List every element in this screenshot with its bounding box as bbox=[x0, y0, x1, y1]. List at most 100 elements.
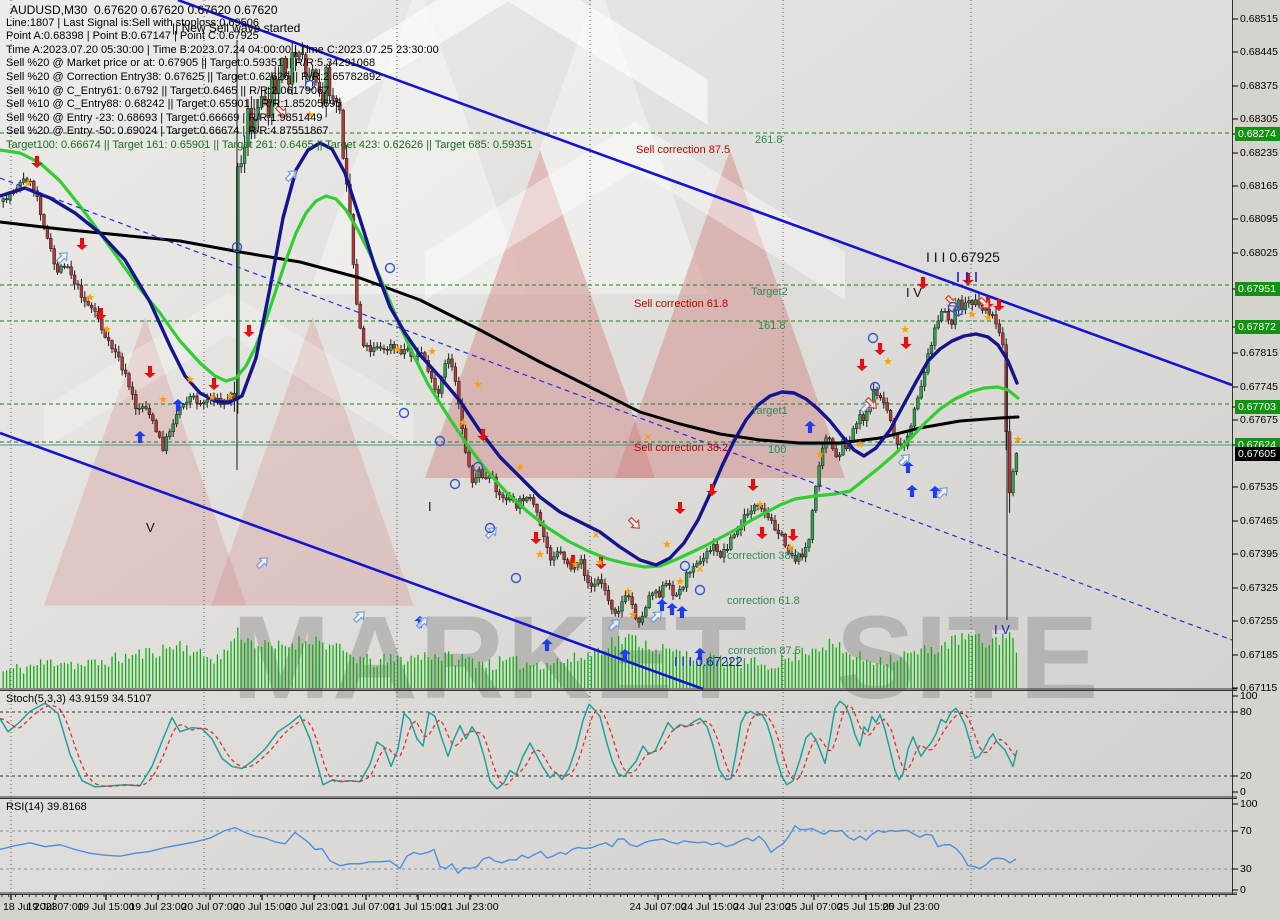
time-axis-label: 25 Jul 07:00 bbox=[785, 901, 843, 913]
signal-info-line: Sell %20 @ Entry -50: 0.69024 | Target:0… bbox=[6, 125, 329, 138]
svg-text:★: ★ bbox=[662, 539, 672, 551]
elliott-wave-label: V bbox=[146, 520, 155, 535]
price-axis-tick: 0.67815 bbox=[1240, 347, 1278, 359]
trend-channel-midline bbox=[0, 177, 1233, 641]
signal-info-line: Sell %20 @ Entry -23: 0.68693 | Target:0… bbox=[6, 111, 323, 124]
fib-target-label: 100 bbox=[768, 444, 787, 456]
svg-text:★: ★ bbox=[102, 324, 112, 336]
svg-text:★: ★ bbox=[855, 439, 865, 451]
oscillator-axis-tick: 100 bbox=[1240, 690, 1258, 702]
current-price-badge: 0.67605 bbox=[1235, 447, 1280, 461]
svg-text:★: ★ bbox=[595, 557, 605, 569]
signal-info-line: Line:1807 | Last Signal is:Sell with sto… bbox=[6, 16, 259, 29]
svg-text:★: ★ bbox=[815, 449, 825, 461]
signal-info-line: Sell %20 @ Market price or at: 0.67905 |… bbox=[6, 57, 376, 70]
svg-text:★: ★ bbox=[515, 462, 525, 474]
sell-correction-label: Sell correction 61.8 bbox=[634, 298, 729, 310]
oscillator-axis-tick: 0 bbox=[1240, 884, 1246, 896]
price-axis-tick: 0.67675 bbox=[1240, 414, 1278, 426]
fib-target-label: Target1 bbox=[751, 405, 788, 417]
svg-text:★: ★ bbox=[158, 394, 168, 406]
oscillator-axis-tick: 20 bbox=[1240, 770, 1252, 782]
price-axis-tick: 0.67535 bbox=[1240, 481, 1278, 493]
price-axis-tick: 0.67745 bbox=[1240, 381, 1278, 393]
svg-text:★: ★ bbox=[23, 178, 33, 190]
price-level-badge: 0.67703 bbox=[1235, 400, 1280, 414]
elliott-wave-label: I V bbox=[906, 285, 922, 300]
fib-target-label: correction 61.8 bbox=[727, 595, 800, 607]
svg-text:★: ★ bbox=[305, 109, 315, 121]
targets-summary-line: Target100: 0.66674 || Target 161: 0.6590… bbox=[6, 139, 533, 151]
fib-target-label: Target2 bbox=[751, 286, 788, 298]
price-axis-tick: 0.68515 bbox=[1240, 13, 1278, 25]
time-axis-label: 19 Jul 23:00 bbox=[129, 901, 187, 913]
fib-target-label: correction 87.5 bbox=[728, 645, 801, 657]
time-axis-label: 21 Jul 23:00 bbox=[441, 901, 499, 913]
fib-target-label: correction 38.2 bbox=[727, 550, 800, 562]
ma-medium-line bbox=[0, 148, 1020, 569]
signal-info-line: Time A:2023.07.20 05:30:00 | Time B:2023… bbox=[6, 43, 439, 56]
sell-correction-label: Sell correction 87.5 bbox=[636, 144, 731, 156]
oscillator-axis-tick: 30 bbox=[1240, 863, 1252, 875]
time-axis-label: 24 Jul 23:00 bbox=[733, 901, 791, 913]
price-axis-tick: 0.68375 bbox=[1240, 80, 1278, 92]
svg-text:★: ★ bbox=[900, 324, 910, 336]
price-level-badge: 0.68274 bbox=[1235, 127, 1280, 141]
rsi-indicator-label: RSI(14) 39.8168 bbox=[6, 801, 87, 813]
price-axis-tick: 0.68235 bbox=[1240, 147, 1278, 159]
price-axis-tick: 0.67185 bbox=[1240, 649, 1278, 661]
price-axis-tick: 0.68095 bbox=[1240, 213, 1278, 225]
svg-text:★: ★ bbox=[755, 499, 765, 511]
elliott-wave-label-blue: I V bbox=[994, 622, 1010, 637]
svg-text:×: × bbox=[644, 430, 651, 444]
oscillator-axis-tick: 80 bbox=[1240, 706, 1252, 718]
price-axis-tick: 0.67115 bbox=[1240, 682, 1278, 694]
trend-channel-line bbox=[177, 0, 1233, 387]
time-axis-label: 21 Jul 07:00 bbox=[337, 901, 395, 913]
watermark-text-site: SITE bbox=[836, 592, 1098, 724]
svg-text:★: ★ bbox=[983, 312, 993, 324]
time-axis-label: 24 Jul 15:00 bbox=[681, 901, 739, 913]
signal-info-line: Point A:0.68398 | Point B:0.67147 | Poin… bbox=[6, 30, 259, 43]
time-axis-label: 20 Jul 23:00 bbox=[285, 901, 343, 913]
svg-text:★: ★ bbox=[458, 417, 468, 429]
oscillator-axis-tick: 70 bbox=[1240, 825, 1252, 837]
price-axis-tick: 0.67325 bbox=[1240, 582, 1278, 594]
time-axis-label: 20 Jul 07:00 bbox=[181, 901, 239, 913]
price-level-badge: 0.67872 bbox=[1235, 320, 1280, 334]
time-axis-label: 25 Jul 15:00 bbox=[837, 901, 895, 913]
svg-text:★: ★ bbox=[623, 586, 633, 598]
time-axis-label: 19 Jul 07:00 bbox=[26, 901, 84, 913]
trend-channel-line bbox=[0, 431, 704, 691]
price-axis-tick: 0.68305 bbox=[1240, 113, 1278, 125]
svg-text:★: ★ bbox=[473, 379, 483, 391]
elliott-wave-label: I bbox=[428, 499, 432, 514]
stochastic-indicator-label: Stoch(5,3,3) 43.9159 34.5107 bbox=[6, 693, 152, 705]
time-axis-label: 24 Jul 07:00 bbox=[629, 901, 687, 913]
svg-text:★: ★ bbox=[675, 576, 685, 588]
price-axis-tick: 0.68445 bbox=[1240, 46, 1278, 58]
price-axis-tick: 0.67255 bbox=[1240, 615, 1278, 627]
svg-text:★: ★ bbox=[628, 609, 638, 621]
time-axis-label: 19 Jul 15:00 bbox=[77, 901, 135, 913]
ma-slow-line bbox=[0, 220, 1020, 445]
time-axis-label: 18 Jul 2023 bbox=[3, 901, 58, 913]
svg-text:★: ★ bbox=[785, 542, 795, 554]
price-level-badge: 0.67951 bbox=[1235, 282, 1280, 296]
stoch-k-line bbox=[0, 700, 1018, 790]
svg-text:★: ★ bbox=[85, 292, 95, 304]
watermark-logo: MARKET SITE bbox=[43, 0, 1098, 724]
svg-text:★: ★ bbox=[570, 559, 580, 571]
signal-info-line: Sell %20 @ Correction Entry38: 0.67625 |… bbox=[6, 71, 382, 83]
price-axis-tick: 0.67465 bbox=[1240, 515, 1278, 527]
candles bbox=[1, 40, 1019, 628]
svg-text:★: ★ bbox=[207, 392, 217, 404]
sell-correction-label: Sell correction 38.2 bbox=[634, 442, 729, 454]
signal-info-line: Sell %10 @ C_Entry61: 0.6792 || Target:0… bbox=[6, 84, 330, 97]
chart-title-quote: AUDUSD,M30 0.67620 0.67620 0.67620 0.676… bbox=[10, 3, 278, 17]
new-sell-wave-label: || New Sell wave started bbox=[172, 21, 301, 35]
elliott-wave-label-blue: I I I 0.67222 bbox=[674, 654, 743, 669]
price-axis-tick: 0.67395 bbox=[1240, 548, 1278, 560]
